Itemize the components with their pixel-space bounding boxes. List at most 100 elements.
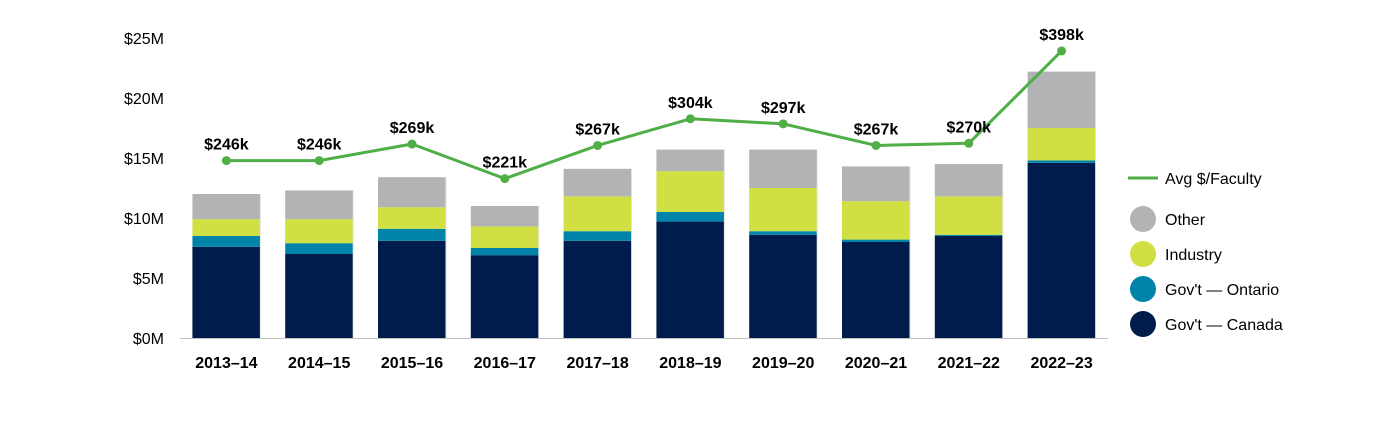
- x-tick-label: 2016–17: [474, 355, 536, 372]
- bar-segment: [749, 234, 818, 338]
- bar-segment: [470, 255, 539, 338]
- bar-stack: [285, 190, 354, 338]
- line-point: [593, 140, 603, 150]
- legend-item: Gov't — Canada: [1130, 311, 1283, 337]
- data-label: $270k: [947, 119, 992, 136]
- y-tick-label: $20M: [124, 91, 164, 108]
- bar-stack: [192, 194, 261, 338]
- bar-segment: [285, 219, 354, 244]
- bar-stack: [656, 149, 725, 338]
- avg-faculty-line: [226, 49, 1063, 181]
- line-point: [964, 138, 974, 148]
- bar-stack: [563, 168, 633, 338]
- bar-segment: [378, 207, 446, 229]
- line-point: [778, 119, 788, 129]
- bar-segment: [470, 226, 539, 248]
- x-tick-label: 2019–20: [752, 355, 814, 372]
- bar-segment: [285, 243, 354, 254]
- bar-segment: [749, 231, 818, 235]
- data-label: $297k: [761, 100, 806, 117]
- data-label: $267k: [854, 121, 899, 138]
- line-point: [871, 140, 881, 150]
- legend-swatch: [1130, 311, 1156, 337]
- legend: Avg $/Faculty Other Industry Gov't — Ontari…: [1128, 171, 1283, 337]
- bar-stack: [842, 166, 911, 338]
- legend-item: Gov't — Ontario: [1130, 276, 1279, 302]
- x-tick-label: 2020–21: [845, 355, 907, 372]
- bar-segment: [563, 231, 632, 241]
- y-tick-label: $10M: [124, 211, 164, 228]
- bar-stack: [934, 164, 1004, 338]
- data-label: $246k: [204, 137, 249, 154]
- bar-segment: [656, 149, 725, 172]
- x-axis: 2013–14 2014–15 2015–16 2016–17 2017–18 2018–…: [195, 355, 1093, 372]
- x-tick-label: 2014–15: [288, 355, 350, 372]
- bar-segment: [842, 242, 910, 338]
- bar-segment: [934, 234, 1003, 236]
- legend-label: Gov't — Canada: [1165, 317, 1283, 334]
- legend-swatch: [1130, 206, 1156, 232]
- y-axis: $0M $5M $10M $15M $20M $25M: [124, 31, 164, 348]
- legend-label: Avg $/Faculty: [1165, 171, 1262, 188]
- legend-item: Avg $/Faculty: [1128, 171, 1262, 188]
- line-point: [407, 139, 417, 149]
- data-label: $304k: [668, 95, 713, 112]
- bar-segment: [378, 240, 446, 338]
- bar-segment: [656, 171, 725, 212]
- x-tick-label: 2017–18: [566, 355, 628, 372]
- data-label: $246k: [297, 137, 342, 154]
- bar-segment: [656, 221, 725, 338]
- bar-segment: [934, 236, 1003, 338]
- bar-segment: [1027, 71, 1096, 128]
- x-tick-label: 2018–19: [659, 355, 721, 372]
- bar-segment: [470, 248, 539, 256]
- data-label: $221k: [483, 155, 528, 172]
- y-tick-label: $25M: [124, 31, 164, 48]
- data-label: $267k: [575, 121, 620, 138]
- y-tick-label: $5M: [133, 271, 164, 288]
- bar-segment: [192, 219, 261, 236]
- bar-segment: [842, 166, 910, 202]
- bar-segment: [192, 246, 261, 338]
- bar-segment: [563, 240, 632, 338]
- y-tick-label: $15M: [124, 151, 164, 168]
- bar-segment: [934, 164, 1003, 197]
- bar-segment: [749, 149, 818, 188]
- bar-segment: [192, 194, 261, 220]
- legend-swatch: [1130, 276, 1156, 302]
- bar-segment: [192, 236, 261, 247]
- line-point: [314, 156, 324, 166]
- legend-item: Other: [1130, 206, 1206, 232]
- bar-segment: [378, 228, 446, 241]
- bar-stack: [378, 177, 447, 338]
- bar-segment: [470, 206, 539, 227]
- avg-per-faculty-line: $246k $246k $269k $221k $267k $304k $297k $267k…: [204, 27, 1084, 184]
- bar-stack: [749, 149, 818, 338]
- x-tick-label: 2013–14: [195, 355, 257, 372]
- x-tick-label: 2021–22: [938, 355, 1000, 372]
- bar-segment: [378, 177, 446, 208]
- bar-segment: [563, 196, 632, 232]
- legend-swatch: [1130, 241, 1156, 267]
- legend-label: Gov't — Ontario: [1165, 282, 1279, 299]
- y-tick-label: $0M: [133, 331, 164, 348]
- bar-segment: [934, 196, 1003, 235]
- bar-stack: [1027, 71, 1097, 338]
- x-tick-label: 2022–23: [1030, 355, 1092, 372]
- line-point: [500, 174, 510, 184]
- legend-label: Industry: [1165, 247, 1222, 264]
- bar-stack: [470, 206, 540, 338]
- bar-segment: [563, 168, 632, 197]
- bar-segment: [1027, 160, 1096, 163]
- line-point: [1057, 46, 1067, 56]
- bar-segment: [1027, 162, 1096, 338]
- bar-segment: [842, 201, 910, 240]
- bar-segment: [749, 188, 818, 232]
- bar-segment: [842, 239, 910, 242]
- data-label: $398k: [1039, 27, 1084, 44]
- x-tick-label: 2015–16: [381, 355, 443, 372]
- bar-segment: [285, 190, 354, 220]
- legend-label: Other: [1165, 212, 1206, 229]
- bar-segment: [656, 212, 725, 222]
- line-point: [685, 114, 695, 124]
